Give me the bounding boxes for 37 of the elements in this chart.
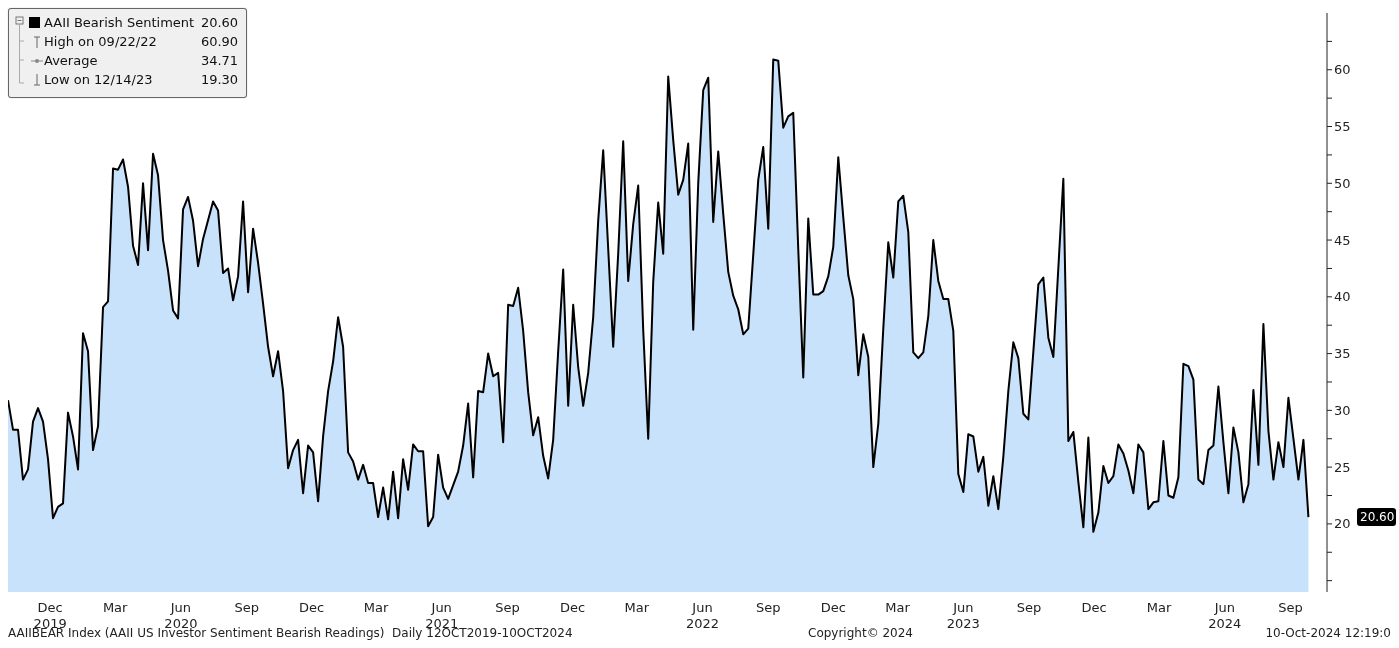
x-tick-label: Sep (495, 600, 520, 615)
x-tick-label: Mar (102, 600, 129, 615)
text: Copyright© 2024 (808, 626, 913, 640)
annotation: Average (44, 53, 99, 68)
text: 10-Oct-2024 12:19:0 (1265, 626, 1391, 640)
x-tick-label: Dec (559, 600, 586, 615)
y-tick-label: 35 (1334, 346, 1351, 362)
y-tick-label: 40 (1334, 289, 1351, 305)
y-tick-label: 25 (1334, 459, 1351, 475)
annotation: Low on 12/14/23 (44, 72, 154, 87)
x-tick-label: Jun 2023 (946, 600, 980, 631)
x-tick-label: Mar (885, 600, 911, 615)
x-tick-label: Sep (1278, 600, 1303, 615)
annotation: 34.71 (200, 53, 239, 68)
x-tick-label: Dec (1081, 600, 1107, 615)
annotation: 19.30 (200, 72, 239, 87)
x-tick-label: Mar (363, 600, 389, 615)
y-tick-label: 50 (1334, 175, 1351, 191)
x-tick-label: Jun 2024 (1208, 600, 1242, 631)
y-tick-label: 45 (1334, 232, 1351, 248)
x-tick-label: Sep (755, 600, 781, 615)
legend-label: AAII Bearish Sentiment (44, 15, 195, 30)
annotation: 20.60 (200, 15, 239, 30)
annotation: High on 09/22/22 (44, 34, 158, 49)
x-tick-label: Sep (234, 600, 259, 615)
x-tick-label: Mar (1146, 600, 1173, 615)
y-tick-label: 30 (1334, 402, 1351, 418)
y-tick-label: 20 (1334, 516, 1351, 532)
y-tick-label: 60 (1334, 62, 1351, 78)
x-tick-label: Mar (624, 600, 650, 615)
x-tick-label: Dec (299, 600, 325, 615)
annotation: 60.90 (200, 34, 239, 49)
y-tick-label: 55 (1334, 119, 1351, 135)
text: 20.60 (1357, 508, 1397, 527)
x-tick-label: Sep (1016, 600, 1042, 615)
x-tick-label: Dec (820, 600, 846, 615)
x-tick-label: Jun 2022 (685, 600, 720, 631)
